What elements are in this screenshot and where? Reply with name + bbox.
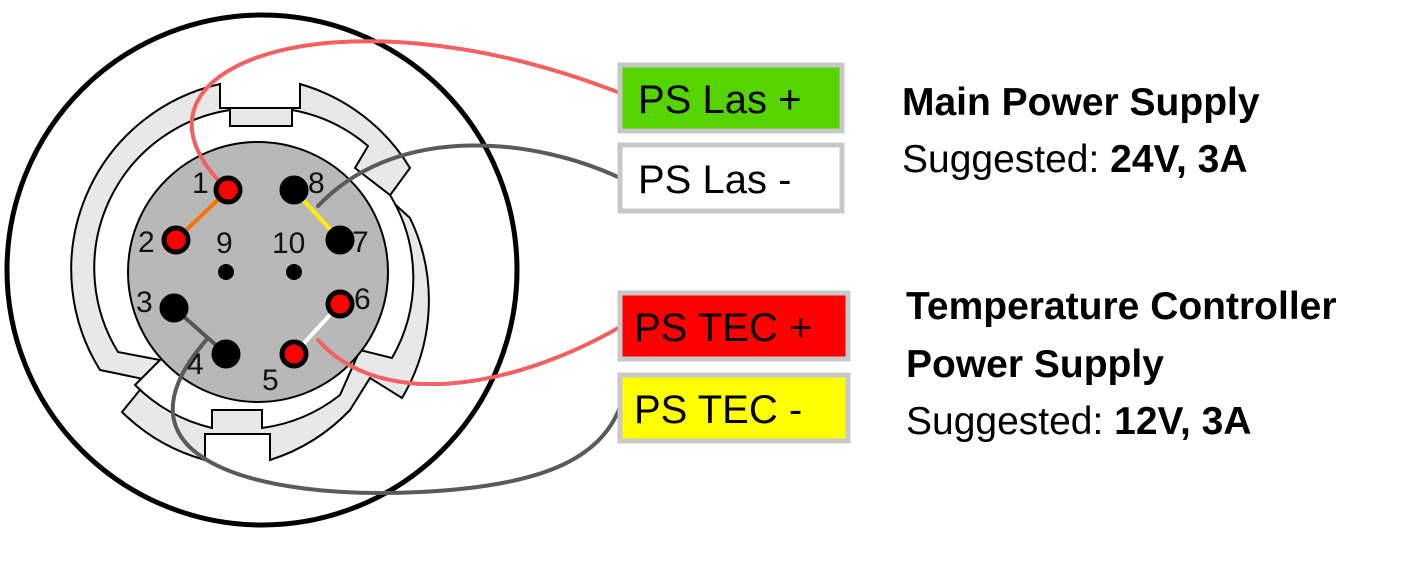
terminals: PS Las + PS Las - PS TEC + PS TEC - <box>617 62 851 444</box>
pin-label-8: 8 <box>308 167 325 200</box>
terminal-ps-las-minus: PS Las - <box>617 142 845 214</box>
pin-2 <box>161 225 191 255</box>
wire-ps-tec-minus <box>170 336 622 495</box>
wire-ps-las-plus <box>189 39 622 192</box>
pin-7 <box>325 225 355 255</box>
wires <box>170 39 622 495</box>
tec-power-supply-info: Temperature Controller Power Supply Sugg… <box>906 278 1337 450</box>
terminal-box <box>617 372 851 444</box>
pin-6 <box>325 289 355 319</box>
pin-5 <box>279 339 309 369</box>
terminal-label: PS Las - <box>638 158 791 202</box>
main-supply-title: Main Power Supply <box>902 81 1260 124</box>
suggested-label: Suggested: <box>906 400 1104 443</box>
pin-label-5: 5 <box>262 364 279 397</box>
pin-label-2: 2 <box>138 226 155 259</box>
connector-housing <box>4 12 520 528</box>
main-power-supply-info: Main Power Supply Suggested: 24V, 3A <box>902 74 1260 188</box>
terminal-ps-tec-minus: PS TEC - <box>617 372 851 444</box>
wire-ps-las-minus <box>316 143 622 208</box>
pin-face <box>127 141 389 403</box>
suggested-value: 12V, 3A <box>1114 400 1252 443</box>
suggested-label: Suggested: <box>902 138 1100 181</box>
pin-label-4: 4 <box>187 348 204 381</box>
pin-label-3: 3 <box>136 286 153 319</box>
pin-labels: 1 2 3 4 5 6 7 8 9 10 <box>136 167 371 397</box>
tec-supply-title-line1: Temperature Controller <box>906 285 1337 328</box>
pin-label-6: 6 <box>354 283 371 316</box>
pins <box>159 175 355 369</box>
wire-ps-tec-plus <box>316 325 622 387</box>
terminal-ps-las-plus: PS Las + <box>617 62 845 134</box>
pin-9 <box>218 264 234 280</box>
pin-8 <box>279 175 309 205</box>
pin-label-9: 9 <box>216 227 233 260</box>
suggested-value: 24V, 3A <box>1110 138 1248 181</box>
terminal-ps-tec-plus: PS TEC + <box>617 290 851 362</box>
terminal-box <box>617 290 851 362</box>
pin-label-10: 10 <box>272 227 305 260</box>
tec-supply-suggested: Suggested: 12V, 3A <box>906 394 1337 450</box>
pin-label-1: 1 <box>192 167 209 200</box>
terminal-label: PS Las + <box>638 78 801 122</box>
pin-label-7: 7 <box>352 226 369 259</box>
tec-supply-title-line2: Power Supply <box>906 343 1164 386</box>
terminal-label: PS TEC + <box>634 306 812 350</box>
pin-1 <box>213 175 243 205</box>
pin-3 <box>159 293 189 323</box>
terminal-label: PS TEC - <box>634 388 802 432</box>
terminal-box <box>617 62 845 134</box>
pin-4 <box>211 339 241 369</box>
terminal-box <box>617 142 845 214</box>
main-supply-suggested: Suggested: 24V, 3A <box>902 132 1260 188</box>
pin-10 <box>286 264 302 280</box>
